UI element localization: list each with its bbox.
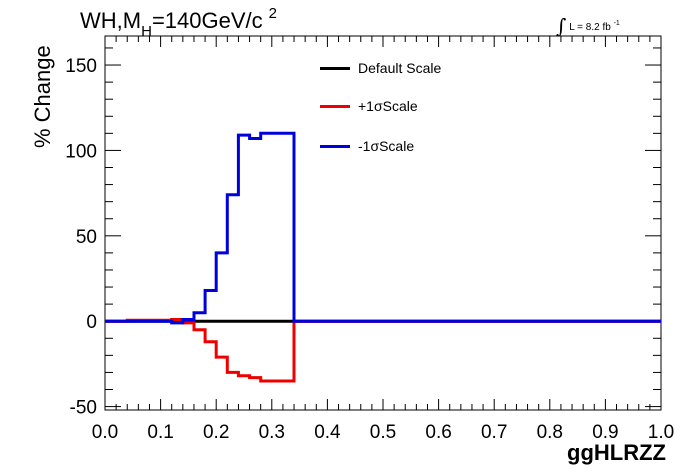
x-tick-label: 0.5: [370, 422, 396, 443]
x-tick-label: 0.7: [481, 422, 507, 443]
legend-swatch-default: [320, 66, 350, 70]
legend-entry-plus1sigma: +1σScale: [320, 98, 418, 114]
x-tick-label: 0.9: [592, 422, 618, 443]
x-tick-label: 0.1: [147, 422, 173, 443]
legend-entry-default: Default Scale: [320, 60, 441, 76]
legend-swatch-minus1sigma: [320, 144, 350, 148]
luminosity-label: ∫ L = 8.2 fb -1: [556, 14, 620, 38]
x-axis-label: ggHLRZZ: [567, 440, 666, 465]
y-axis-label: % Change: [30, 45, 55, 148]
x-tick-label: 0.3: [259, 422, 285, 443]
legend-swatch-plus1sigma: [320, 104, 350, 108]
y-tick-label: 100: [65, 141, 97, 162]
integral-symbol: ∫: [556, 14, 567, 38]
y-tick-label: 0: [86, 312, 97, 333]
plot-frame: [104, 35, 662, 411]
legend-entry-minus1sigma: -1σScale: [320, 138, 414, 154]
series-line-plus1sigma: [105, 318, 661, 383]
y-tick-label: -50: [70, 398, 97, 419]
legend-label-plus1sigma: +1σScale: [358, 98, 418, 114]
x-tick-label: 0.6: [425, 422, 451, 443]
legend-label-default: Default Scale: [358, 60, 442, 76]
x-tick-label: 1.0: [648, 422, 674, 443]
y-tick-label: 50: [76, 227, 97, 248]
x-tick-label: 0.2: [203, 422, 229, 443]
x-tick-label: 0.4: [314, 422, 341, 443]
series-line-minus1sigma: [105, 131, 661, 325]
chart-title: WH,MH=140GeV/c 2: [80, 5, 277, 40]
y-tick-label: 150: [65, 56, 97, 77]
x-tick-label: 0.8: [537, 422, 563, 443]
legend-label-minus1sigma: -1σScale: [358, 138, 415, 154]
x-tick-label: 0.0: [92, 422, 118, 443]
